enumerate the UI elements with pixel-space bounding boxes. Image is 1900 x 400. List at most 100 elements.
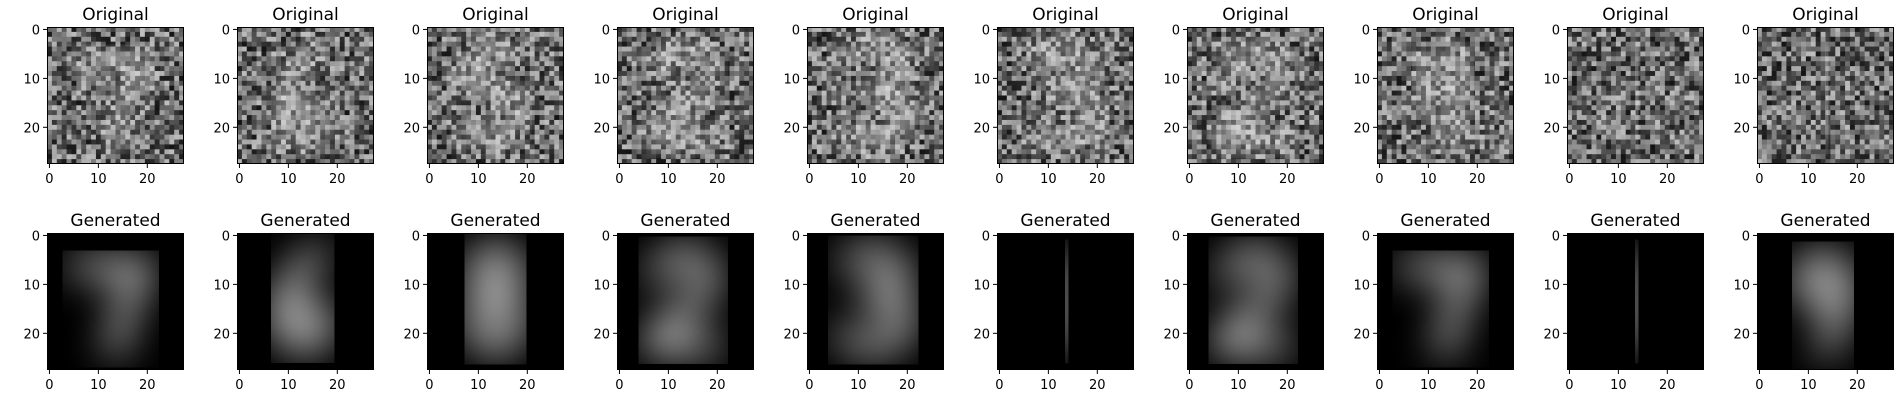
digit-image (1757, 27, 1894, 164)
original-panel-1: Original 0 10 20 0 10 20 (23, 5, 184, 187)
y-tick-label: 10 (1543, 278, 1560, 293)
y-tick-label: 20 (403, 327, 420, 342)
x-tick-label: 10 (1040, 172, 1057, 187)
y-tick-label: 20 (1733, 121, 1750, 136)
axes-frame (617, 27, 754, 164)
y-tick-label: 10 (973, 278, 990, 293)
y-tick-label: 0 (1552, 23, 1560, 38)
x-tick-label: 10 (90, 172, 107, 187)
y-tick-label: 10 (973, 72, 990, 87)
y-tick-label: 0 (1172, 23, 1180, 38)
generated-panel-4: Generated 0 10 20 0 10 20 (593, 211, 754, 393)
digit-image (1567, 233, 1704, 370)
panel-title: Original (842, 5, 909, 25)
x-tick-label: 20 (1469, 172, 1486, 187)
axes-frame (237, 27, 374, 164)
x-tick-label: 10 (1230, 378, 1247, 393)
x-tick-label: 20 (1279, 172, 1296, 187)
original-panel-7: Original 0 10 20 0 10 20 (1163, 5, 1324, 187)
original-panel-8: Original 0 10 20 0 10 20 (1353, 5, 1514, 187)
original-panel-2: Original 0 10 20 0 10 20 (213, 5, 374, 187)
x-tick-label: 0 (995, 172, 1003, 187)
y-tick-label: 0 (1172, 229, 1180, 244)
x-tick-label: 20 (899, 172, 916, 187)
panel-title: Original (1602, 5, 1669, 25)
y-tick-label: 10 (213, 278, 230, 293)
axes-frame (47, 233, 184, 370)
x-tick-label: 10 (1800, 172, 1817, 187)
panel-title: Original (652, 5, 719, 25)
x-tick-label: 10 (660, 172, 677, 187)
y-tick-label: 10 (1163, 278, 1180, 293)
axes-frame (617, 233, 754, 370)
axes-frame (47, 27, 184, 164)
x-tick-label: 20 (899, 378, 916, 393)
y-tick-label: 0 (1742, 229, 1750, 244)
x-tick-label: 10 (1420, 378, 1437, 393)
digit-image (997, 27, 1134, 164)
panel-title: Generated (1020, 211, 1110, 231)
y-tick-label: 0 (32, 23, 40, 38)
x-tick-label: 0 (805, 172, 813, 187)
y-tick-label: 10 (783, 72, 800, 87)
generated-panel-5: Generated 0 10 20 0 10 20 (783, 211, 944, 393)
axes-frame (807, 233, 944, 370)
y-tick-label: 20 (403, 121, 420, 136)
axes-frame (997, 27, 1134, 164)
x-tick-label: 0 (425, 172, 433, 187)
x-tick-label: 10 (470, 378, 487, 393)
generated-panel-3: Generated 0 10 20 0 10 20 (403, 211, 564, 393)
y-tick-label: 10 (403, 278, 420, 293)
y-tick-label: 0 (792, 23, 800, 38)
x-tick-label: 10 (1610, 172, 1627, 187)
y-tick-label: 20 (593, 327, 610, 342)
original-panel-5: Original 0 10 20 0 10 20 (783, 5, 944, 187)
y-tick-label: 0 (602, 23, 610, 38)
digit-image (617, 233, 754, 370)
digit-image (807, 233, 944, 370)
x-tick-label: 0 (615, 172, 623, 187)
y-tick-label: 0 (412, 23, 420, 38)
x-tick-label: 10 (660, 378, 677, 393)
digit-image (1377, 233, 1514, 370)
panel-title: Generated (1780, 211, 1870, 231)
y-tick-label: 10 (1733, 72, 1750, 87)
y-tick-label: 0 (982, 23, 990, 38)
y-tick-label: 10 (783, 278, 800, 293)
panel-title: Original (272, 5, 339, 25)
y-tick-label: 20 (1353, 121, 1370, 136)
axes-frame (807, 27, 944, 164)
y-tick-label: 20 (783, 121, 800, 136)
y-tick-label: 20 (1353, 327, 1370, 342)
x-tick-label: 0 (1755, 378, 1763, 393)
original-panel-6: Original 0 10 20 0 10 20 (973, 5, 1134, 187)
y-tick-label: 10 (1353, 278, 1370, 293)
y-tick-label: 0 (602, 229, 610, 244)
panel-title: Generated (70, 211, 160, 231)
digit-image (1567, 27, 1704, 164)
generated-panel-1: Generated 0 10 20 0 10 20 (23, 211, 184, 393)
y-tick-label: 10 (1163, 72, 1180, 87)
axes-frame (237, 233, 374, 370)
x-tick-label: 0 (805, 378, 813, 393)
axes-frame (1567, 233, 1704, 370)
x-tick-label: 0 (1565, 378, 1573, 393)
x-tick-label: 20 (139, 172, 156, 187)
y-tick-label: 0 (1552, 229, 1560, 244)
panel-title: Generated (1400, 211, 1490, 231)
panel-title: Original (1032, 5, 1099, 25)
y-tick-label: 0 (1742, 23, 1750, 38)
x-tick-label: 0 (1375, 378, 1383, 393)
y-tick-label: 20 (1733, 327, 1750, 342)
original-panel-4: Original 0 10 20 0 10 20 (593, 5, 754, 187)
x-tick-label: 10 (1230, 172, 1247, 187)
x-tick-label: 0 (1185, 172, 1193, 187)
x-tick-label: 0 (235, 378, 243, 393)
x-tick-label: 10 (1420, 172, 1437, 187)
original-panel-10: Original 0 10 20 0 10 20 (1733, 5, 1894, 187)
y-tick-label: 20 (213, 327, 230, 342)
y-tick-label: 10 (23, 72, 40, 87)
x-tick-label: 10 (280, 378, 297, 393)
panel-title: Generated (1210, 211, 1300, 231)
x-tick-label: 0 (425, 378, 433, 393)
